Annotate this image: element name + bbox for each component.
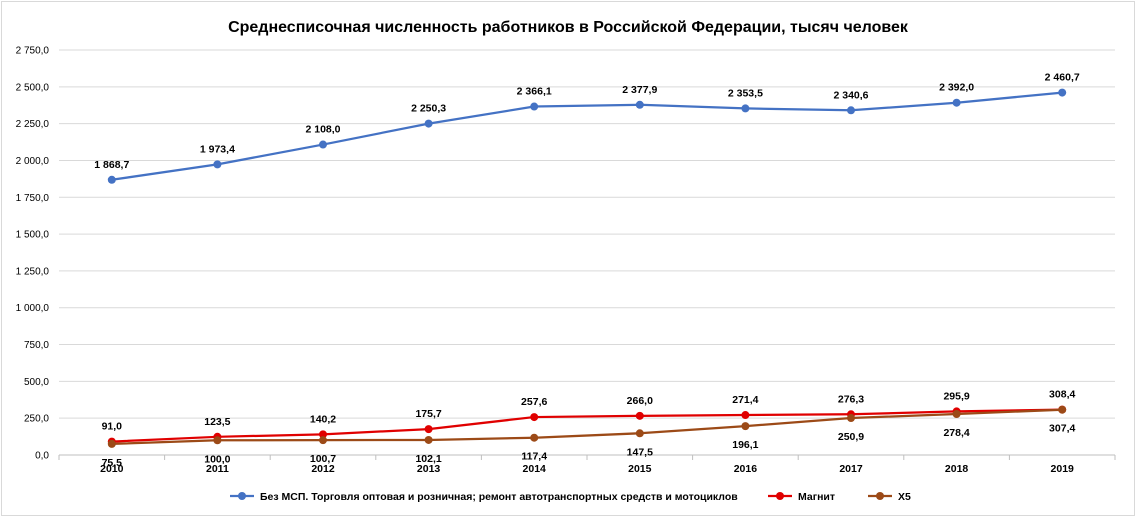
data-point	[213, 436, 222, 445]
x-tick-label: 2016	[734, 463, 758, 475]
data-point	[424, 435, 433, 444]
data-label: 100,7	[310, 453, 336, 465]
data-point	[847, 414, 855, 423]
data-label: 308,4	[1049, 389, 1075, 401]
data-point	[319, 140, 327, 149]
y-tick-label: 250,0	[24, 414, 49, 425]
data-label: 2 250,3	[411, 103, 446, 115]
x-tick-label: 2011	[206, 463, 229, 475]
data-point	[1058, 88, 1067, 97]
data-label: 140,2	[310, 413, 336, 425]
legend-marker	[876, 492, 884, 500]
data-label: 2 366,1	[517, 86, 552, 98]
series-group	[107, 88, 1067, 448]
x-tick-label: 2017	[839, 463, 863, 475]
data-label: 271,4	[732, 394, 758, 406]
data-label: 117,4	[521, 451, 547, 463]
data-label: 102,1	[415, 453, 441, 465]
x-axis: 2010 2011 2012 2013 2014 2015 2016 2017 2018 2019	[58, 454, 1116, 475]
data-label: 266,0	[627, 395, 653, 407]
y-tick-label: 2 250,0	[16, 119, 50, 130]
series-line	[111, 91, 1063, 181]
y-tick-label: 2 750,0	[16, 46, 50, 57]
legend: Без МСП. Торговля оптовая и розничная; р…	[230, 491, 911, 503]
data-point	[107, 175, 116, 184]
legend-marker	[776, 492, 784, 500]
data-point	[952, 409, 961, 418]
legend-label: Магнит	[798, 491, 835, 503]
x-tick-label: 2015	[628, 463, 652, 475]
data-labels: 1 868,7 1 973,4 2 108,0 2 250,3 2 366,1 2 377…	[94, 72, 1080, 469]
x-tick-label: 2019	[1051, 463, 1075, 475]
data-label: 123,5	[204, 416, 230, 428]
data-label: 250,9	[838, 431, 864, 443]
data-point	[741, 411, 750, 420]
x-tick-label: 2013	[417, 463, 441, 475]
data-point	[635, 429, 644, 438]
data-label: 307,4	[1049, 423, 1075, 435]
data-label: 2 108,0	[305, 124, 340, 136]
data-point	[213, 160, 222, 169]
y-tick-label: 1 000,0	[16, 303, 50, 314]
data-label: 257,6	[521, 396, 547, 408]
data-label: 1 973,4	[200, 143, 235, 155]
data-label: 75,5	[102, 457, 123, 469]
x-tick-label: 2010	[100, 463, 124, 475]
data-label: 1 868,7	[94, 159, 129, 171]
y-tick-label: 750,0	[24, 340, 49, 351]
data-point	[741, 104, 750, 113]
x-tick-label: 2018	[945, 463, 969, 475]
data-point	[424, 119, 433, 128]
data-label: 2 353,5	[728, 87, 763, 99]
data-point	[530, 102, 539, 111]
data-label: 91,0	[102, 421, 123, 433]
data-point	[741, 422, 750, 431]
y-tick-label: 2 500,0	[16, 82, 50, 93]
data-point	[530, 413, 539, 422]
y-tick-label: 2 000,0	[16, 156, 50, 167]
data-point	[952, 98, 961, 107]
data-point	[530, 433, 539, 442]
legend-marker	[238, 492, 246, 500]
y-tick-label: 1 250,0	[16, 266, 50, 277]
data-label: 2 392,0	[939, 82, 974, 94]
grid-lines	[59, 49, 1115, 456]
y-tick-label: 1 750,0	[16, 193, 50, 204]
series-line	[111, 408, 1063, 443]
data-label: 278,4	[943, 427, 969, 439]
data-label: 147,5	[627, 446, 653, 458]
y-axis: 0,0 250,0 500,0 750,0 1 000,0 1 250,0 1 500,0 1…	[16, 46, 50, 462]
data-label: 2 340,6	[833, 89, 868, 101]
legend-label: X5	[898, 491, 911, 503]
data-label: 196,1	[732, 439, 758, 451]
chart-title: Среднесписочная численность работников в…	[228, 19, 909, 36]
data-point	[847, 106, 855, 115]
data-point	[635, 411, 644, 420]
data-point	[319, 430, 327, 439]
data-label: 2 377,9	[622, 84, 657, 96]
data-label: 175,7	[415, 408, 441, 420]
data-point	[107, 439, 116, 448]
y-tick-label: 0,0	[35, 451, 49, 462]
data-label: 2 460,7	[1045, 72, 1080, 84]
data-point	[1058, 405, 1067, 414]
series-line	[111, 408, 1063, 446]
data-point	[424, 425, 433, 434]
data-label: 100,0	[204, 453, 230, 465]
data-point	[635, 100, 644, 109]
legend-label: Без МСП. Торговля оптовая и розничная; р…	[260, 491, 738, 503]
x-tick-label: 2012	[311, 463, 335, 475]
x-tick-label: 2014	[523, 463, 547, 475]
data-point	[319, 436, 327, 445]
data-label: 276,3	[838, 393, 864, 405]
y-tick-label: 500,0	[24, 377, 49, 388]
y-tick-label: 1 500,0	[16, 230, 50, 241]
data-label: 295,9	[943, 390, 969, 402]
